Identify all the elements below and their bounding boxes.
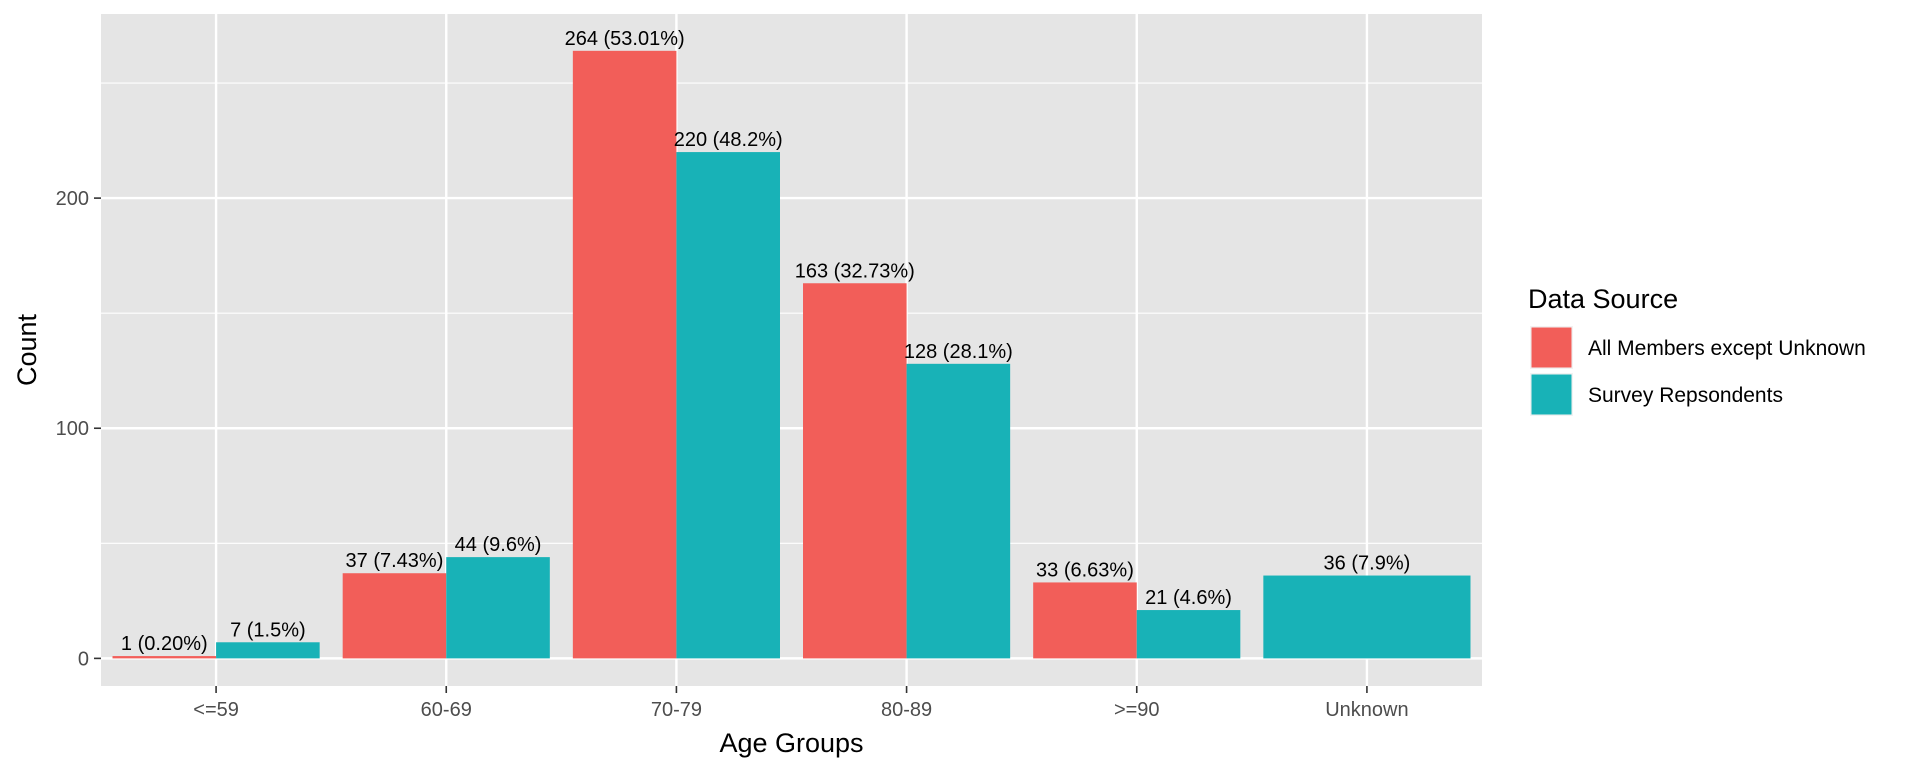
bar-all-members <box>803 283 907 659</box>
bar-value-label: 163 (32.73%) <box>795 260 915 282</box>
legend-label: All Members except Unknown <box>1588 337 1866 360</box>
bar-value-label: 21 (4.6%) <box>1145 587 1232 609</box>
bar-all-members <box>572 50 677 659</box>
bar-value-label: 128 (28.1%) <box>904 341 1013 363</box>
legend-title: Data Source <box>1528 284 1678 314</box>
y-tick-label: 200 <box>56 188 89 210</box>
y-tick-label: 100 <box>56 418 89 440</box>
legend-key-swatch <box>1531 327 1572 368</box>
bar-survey-respondents <box>1263 575 1471 659</box>
x-axis-title: Age Groups <box>719 728 863 758</box>
legend-key-swatch <box>1531 374 1572 415</box>
legend-label: Survey Repsondents <box>1588 384 1783 407</box>
bar-value-label: 37 (7.43%) <box>346 550 444 572</box>
bar-labels: 1 (0.20%) 7 (1.5%) 37 (7.43%) 44 (9.6%) 264 … <box>121 28 1410 655</box>
bar-survey-respondents <box>906 363 1011 659</box>
bar-survey-respondents <box>446 557 550 659</box>
bar-value-label: 33 (6.63%) <box>1036 559 1134 581</box>
x-tick-label: 60-69 <box>421 699 472 721</box>
x-tick-label: >=90 <box>1114 699 1160 721</box>
bar-survey-respondents <box>1136 610 1241 659</box>
bar-value-label: 44 (9.6%) <box>455 534 542 556</box>
bar-survey-respondents <box>676 152 780 659</box>
y-axis: 0 100 200 <box>56 188 101 670</box>
x-tick-label: <=59 <box>193 699 239 721</box>
x-tick-label: 70-79 <box>651 699 702 721</box>
plot-panel <box>101 14 1482 686</box>
legend-items: All Members except Unknown Survey Repsond… <box>1530 326 1866 416</box>
bar-value-label: 220 (48.2%) <box>674 129 783 151</box>
bar-survey-respondents <box>216 642 320 659</box>
x-axis: <=59 60-69 70-79 80-89 >=90 Unknown <box>193 686 1409 721</box>
grid-minor <box>101 82 1482 544</box>
bar-all-members <box>1033 582 1137 659</box>
bar-value-label: 36 (7.9%) <box>1324 553 1411 575</box>
x-tick-label: Unknown <box>1325 699 1408 721</box>
bar-value-label: 7 (1.5%) <box>230 619 306 641</box>
bars <box>112 50 1471 659</box>
y-tick-label: 0 <box>78 648 89 670</box>
y-axis-title: Count <box>12 313 42 386</box>
bar-value-label: 1 (0.20%) <box>121 633 208 655</box>
bar-all-members <box>112 656 217 659</box>
bar-all-members <box>342 573 447 659</box>
legend: Data Source All Members except Unknown Su… <box>1528 284 1866 416</box>
x-tick-label: 80-89 <box>881 699 932 721</box>
bar-value-label: 264 (53.01%) <box>565 28 685 50</box>
